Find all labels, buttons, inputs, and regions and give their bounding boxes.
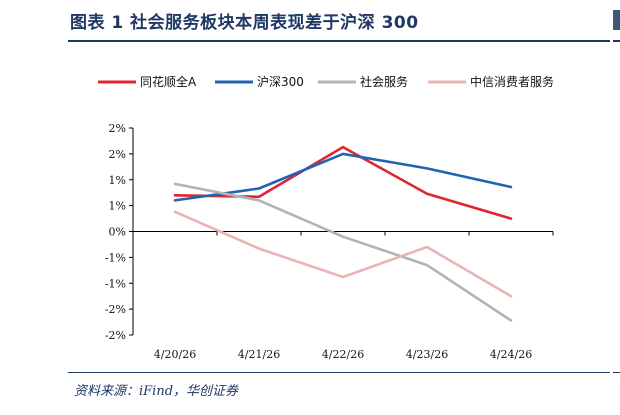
series-line	[173, 182, 513, 322]
legend: 同花顺全A 沪深300 社会服务 中信消费者服务	[98, 74, 554, 89]
x-tick-label: 4/21/26	[238, 348, 280, 361]
x-tick-label: 4/24/26	[490, 348, 532, 361]
adjacent-source-divider	[613, 372, 620, 373]
x-tick-label: 4/22/26	[322, 348, 364, 361]
y-tick-label: -2%	[105, 329, 126, 342]
y-tick-label: -1%	[105, 251, 126, 264]
y-tick-label: 2%	[109, 148, 126, 161]
legend-label: 沪深300	[257, 75, 304, 89]
legend-label: 社会服务	[360, 74, 408, 89]
axes: 2% 2% 1% 1% 0% -1% -1% -2% -2% 4/20/26 4/21/26 4/22…	[105, 122, 554, 361]
y-tick-label: 2%	[109, 122, 126, 135]
y-tick-label: 1%	[109, 174, 126, 187]
legend-label: 中信消费者服务	[470, 74, 554, 89]
chart-title: 图表 1 社会服务板块本周表现差于沪深 300	[70, 13, 419, 33]
x-tick-label: 4/20/26	[154, 348, 196, 361]
source-note: 资料来源：iFind，华创证券	[74, 384, 239, 399]
x-tick-label: 4/23/26	[406, 348, 448, 361]
series-layer	[173, 145, 513, 322]
series-line	[173, 152, 513, 202]
line-chart: 同花顺全A 沪深300 社会服务 中信消费者服务 2% 2% 1% 1% 0% -1% -1% -2…	[98, 74, 554, 361]
series-line	[173, 145, 513, 220]
title-divider	[68, 40, 610, 42]
y-tick-label: -2%	[105, 303, 126, 316]
source-divider	[68, 372, 610, 373]
legend-label: 同花顺全A	[140, 74, 197, 89]
series-line	[173, 210, 513, 298]
y-tick-label: 0%	[109, 226, 126, 239]
adjacent-title-fragment	[613, 10, 620, 30]
y-tick-label: -1%	[105, 277, 126, 290]
y-tick-label: 1%	[109, 200, 126, 213]
adjacent-title-divider	[613, 40, 620, 42]
